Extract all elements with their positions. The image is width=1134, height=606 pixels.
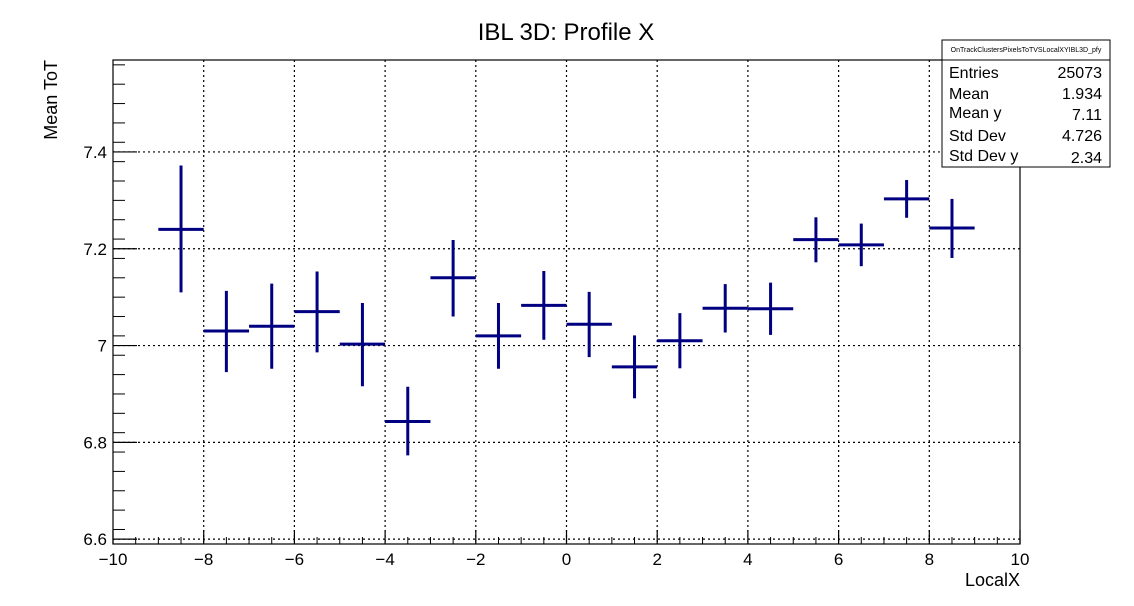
stats-value-mean: 1.934 xyxy=(1062,86,1102,103)
data-point xyxy=(793,217,839,263)
x-tick-label: −4 xyxy=(375,550,394,569)
data-point xyxy=(203,290,250,373)
stats-box-name: OnTrackClustersPixelsToTVSLocalXYIBL3D_p… xyxy=(951,47,1102,54)
x-tick-label: −10 xyxy=(99,550,128,569)
y-axis-title: Mean ToT xyxy=(41,60,61,140)
y-axis: 6.6 6.8 7 7.2 7.4 xyxy=(83,64,137,549)
x-tick-label: −2 xyxy=(466,550,485,569)
data-point xyxy=(702,284,748,333)
y-tick-label: 7.2 xyxy=(83,240,107,259)
x-axis: −10 −8 −6 −4 −2 0 2 4 6 8 10 xyxy=(99,530,1030,569)
stats-label-mean-y: Mean y xyxy=(949,105,1001,122)
stats-label-mean: Mean xyxy=(949,86,989,103)
y-tick-label: 7.4 xyxy=(83,143,107,162)
stats-label-std-dev-y: Std Dev y xyxy=(949,148,1018,165)
x-tick-label: 6 xyxy=(834,550,843,569)
data-point xyxy=(883,180,930,218)
stats-value-std-dev: 4.726 xyxy=(1062,128,1102,145)
x-tick-label: −6 xyxy=(285,550,304,569)
x-tick-label: 4 xyxy=(743,550,752,569)
y-tick-label: 6.6 xyxy=(83,530,107,549)
stats-label-std-dev: Std Dev xyxy=(949,128,1006,145)
data-point xyxy=(566,291,612,358)
x-tick-label: −8 xyxy=(194,550,213,569)
data-point xyxy=(475,302,522,369)
x-tick-label: 10 xyxy=(1011,550,1030,569)
stats-value-mean-y: 7.11 xyxy=(1072,107,1102,124)
data-point xyxy=(339,302,386,387)
grid-lines xyxy=(113,60,1020,544)
data-point xyxy=(611,335,658,399)
stats-value-entries: 25073 xyxy=(1058,65,1103,82)
data-point xyxy=(430,240,476,317)
stats-box-frame xyxy=(941,39,1111,168)
x-axis-title: LocalX xyxy=(965,570,1020,590)
stats-box: OnTrackClustersPixelsToTVSLocalXYIBL3D_p… xyxy=(941,39,1111,168)
chart-title: IBL 3D: Profile X xyxy=(478,19,655,46)
x-tick-label: 0 xyxy=(562,550,571,569)
data-point xyxy=(747,282,794,335)
x-tick-label: 2 xyxy=(652,550,661,569)
data-point xyxy=(838,223,884,267)
data-point xyxy=(294,271,340,353)
data-point xyxy=(249,283,295,369)
data-point xyxy=(657,313,703,369)
x-tick-label: 8 xyxy=(925,550,934,569)
data-point xyxy=(385,386,431,456)
data-point xyxy=(158,165,204,293)
y-tick-label: 6.8 xyxy=(83,433,107,452)
stats-value-std-dev-y: 2.34 xyxy=(1071,150,1102,167)
stats-label-entries: Entries xyxy=(949,65,999,82)
data-points xyxy=(158,165,975,456)
y-tick-label: 7 xyxy=(98,337,107,356)
data-point xyxy=(929,198,975,258)
data-point xyxy=(521,271,567,340)
